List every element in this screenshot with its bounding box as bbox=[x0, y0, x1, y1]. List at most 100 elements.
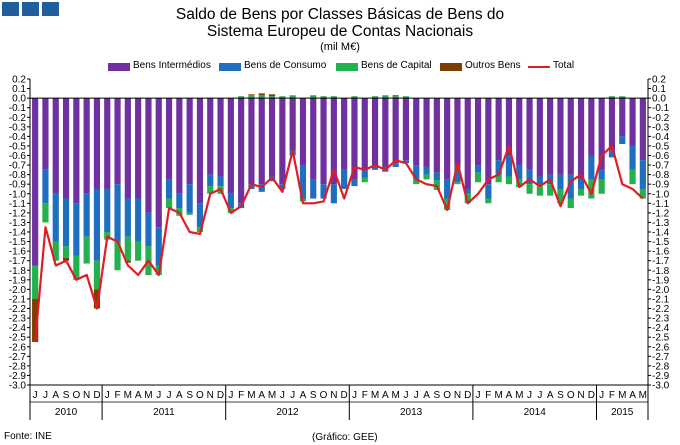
month-label: J bbox=[537, 390, 542, 401]
y-tick-label-right: -0.3 bbox=[652, 122, 670, 133]
bar-capital bbox=[485, 198, 492, 204]
y-tick-label-left: -2.2 bbox=[9, 304, 27, 315]
month-label: J bbox=[403, 390, 408, 401]
bar-capital bbox=[639, 188, 646, 199]
legend-label-total: Total bbox=[553, 60, 575, 71]
bar-capital bbox=[238, 96, 245, 99]
bar-capital bbox=[351, 96, 358, 99]
month-label: J bbox=[599, 390, 604, 401]
bar-intermedios bbox=[73, 98, 80, 204]
bar-consumo bbox=[495, 160, 502, 175]
bar-intermedios bbox=[145, 98, 152, 213]
y-tick-label-right: -1.8 bbox=[652, 266, 670, 277]
bar-intermedios bbox=[516, 98, 523, 166]
legend-line-total bbox=[528, 66, 550, 68]
y-tick-label-right: -2.2 bbox=[652, 304, 670, 315]
y-tick-label-left: -1.3 bbox=[9, 218, 27, 229]
bar-capital bbox=[268, 96, 276, 99]
bar-consumo bbox=[402, 160, 410, 164]
y-tick-label-right: -0.1 bbox=[652, 103, 670, 114]
y-tick-label-right: -1.3 bbox=[652, 218, 670, 229]
month-label: A bbox=[506, 390, 513, 401]
month-label: N bbox=[330, 390, 337, 401]
bar-capital bbox=[629, 169, 636, 185]
y-tick-label-right: -2.6 bbox=[652, 342, 670, 353]
month-label: J bbox=[414, 390, 419, 401]
y-tick-label-left: -1.6 bbox=[9, 247, 27, 258]
bar-intermedios bbox=[557, 98, 564, 175]
bar-consumo bbox=[310, 179, 317, 199]
y-tick-label-left: -0.9 bbox=[9, 180, 27, 191]
bar-consumo bbox=[536, 176, 543, 187]
bar-capital bbox=[464, 193, 471, 204]
bar-consumo bbox=[619, 136, 626, 145]
bar-consumo bbox=[124, 198, 131, 237]
bar-intermedios bbox=[114, 98, 121, 185]
month-label: O bbox=[320, 390, 328, 401]
month-label: A bbox=[547, 390, 554, 401]
month-label: M bbox=[247, 390, 255, 401]
y-tick-label-right: -3.0 bbox=[652, 381, 670, 392]
bar-intermedios bbox=[279, 98, 286, 185]
y-tick-label-right: -2.4 bbox=[652, 323, 670, 334]
y-tick-label-left: -2.3 bbox=[9, 314, 27, 325]
bar-consumo bbox=[176, 193, 183, 209]
month-label: J bbox=[228, 390, 233, 401]
bar-intermedios bbox=[444, 98, 451, 180]
bar-capital bbox=[320, 96, 327, 99]
bar-intermedios bbox=[536, 98, 543, 177]
bar-intermedios bbox=[83, 98, 90, 194]
month-label: J bbox=[290, 390, 295, 401]
bar-capital bbox=[32, 265, 39, 299]
legend-swatch-outros-bens bbox=[440, 63, 462, 71]
bar-outros bbox=[124, 260, 131, 263]
month-label: A bbox=[52, 390, 59, 401]
bar-capital bbox=[114, 241, 121, 271]
month-label: A bbox=[135, 390, 142, 401]
bar-consumo bbox=[464, 188, 471, 194]
bar-capital bbox=[42, 203, 49, 223]
y-tick-label-left: -0.4 bbox=[9, 132, 27, 143]
bar-capital bbox=[608, 96, 616, 99]
legend-swatch-bens-intermedios bbox=[108, 63, 130, 71]
bar-capital bbox=[93, 260, 101, 290]
month-label: O bbox=[72, 390, 80, 401]
month-label: A bbox=[382, 390, 389, 401]
bar-outros bbox=[258, 93, 265, 96]
bar-intermedios bbox=[495, 98, 502, 161]
bar-intermedios bbox=[639, 98, 646, 161]
bar-capital bbox=[577, 188, 585, 196]
bar-consumo bbox=[505, 155, 513, 177]
bar-capital bbox=[248, 95, 255, 99]
bar-outros bbox=[93, 289, 101, 309]
line-total bbox=[34, 144, 644, 343]
bar-capital bbox=[444, 198, 451, 211]
y-tick-label-right: -1.7 bbox=[652, 256, 670, 267]
bar-consumo bbox=[330, 184, 337, 204]
bar-capital bbox=[598, 179, 605, 194]
legend-label-bens-capital: Bens de Capital bbox=[361, 60, 432, 71]
bar-consumo bbox=[516, 165, 523, 180]
bar-capital bbox=[258, 95, 265, 99]
bar-capital bbox=[371, 96, 379, 99]
month-label: M bbox=[515, 390, 523, 401]
bar-consumo bbox=[577, 179, 585, 189]
month-label: A bbox=[423, 390, 430, 401]
y-tick-label-left: -2.8 bbox=[9, 361, 27, 372]
bar-consumo bbox=[485, 184, 492, 199]
year-label: 2013 bbox=[400, 407, 423, 418]
bar-consumo bbox=[135, 198, 142, 242]
logo-block-2 bbox=[22, 2, 39, 16]
bar-intermedios bbox=[310, 98, 317, 180]
y-tick-label-right: -0.6 bbox=[652, 151, 670, 162]
y-tick-label-left: 0.1 bbox=[12, 84, 26, 95]
month-label: S bbox=[186, 390, 193, 401]
bar-consumo bbox=[207, 174, 214, 187]
year-label: 2010 bbox=[55, 407, 78, 418]
bar-intermedios bbox=[124, 98, 131, 199]
y-tick-label-right: -1.5 bbox=[652, 237, 670, 248]
y-tick-label-right: -2.3 bbox=[652, 314, 670, 325]
bar-consumo bbox=[217, 176, 224, 187]
y-tick-label-right: 0.1 bbox=[652, 84, 666, 95]
source-note: Fonte: INE bbox=[4, 431, 52, 442]
